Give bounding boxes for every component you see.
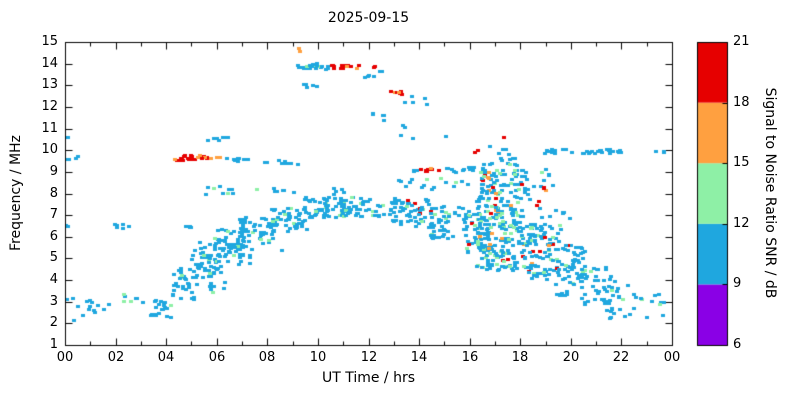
x-tick-label: 00 bbox=[56, 350, 74, 365]
colorbar-tick-label: 21 bbox=[733, 34, 750, 49]
y-tick-label: 11 bbox=[41, 121, 58, 136]
x-tick-label: 22 bbox=[612, 350, 630, 365]
x-tick-label: 12 bbox=[360, 350, 378, 365]
colorbar-tick-label: 15 bbox=[733, 155, 750, 170]
x-tick-label: 16 bbox=[461, 350, 479, 365]
colorbar-tick-label: 12 bbox=[733, 216, 750, 231]
x-tick-label: 04 bbox=[157, 350, 175, 365]
x-tick-label: 10 bbox=[309, 350, 327, 365]
y-tick-label: 5 bbox=[49, 250, 58, 265]
y-tick-label: 10 bbox=[41, 142, 58, 157]
chart-title: 2025-09-15 bbox=[327, 10, 410, 26]
colorbar-tick-label: 9 bbox=[733, 276, 742, 291]
y-tick-label: 4 bbox=[49, 272, 58, 287]
y-tick-label: 14 bbox=[41, 56, 58, 71]
y-tick-label: 9 bbox=[49, 164, 58, 179]
y-tick-label: 8 bbox=[49, 186, 58, 201]
x-tick-label: 06 bbox=[208, 350, 226, 365]
x-tick-label: 02 bbox=[107, 350, 125, 365]
colorbar-tick-label: 18 bbox=[733, 95, 750, 110]
x-tick-label: 14 bbox=[410, 350, 428, 365]
y-tick-label: 2 bbox=[49, 315, 58, 330]
x-axis-label: UT Time / hrs bbox=[321, 370, 416, 386]
x-tick-label: 18 bbox=[511, 350, 529, 365]
y-tick-label: 6 bbox=[49, 229, 58, 244]
y-tick-label: 1 bbox=[49, 337, 58, 352]
x-tick-label: 20 bbox=[562, 350, 580, 365]
colorbar-label: Signal to Noise Ratio SNR / dB bbox=[762, 87, 778, 299]
x-tick-label: 00 bbox=[663, 350, 681, 365]
y-tick-label: 13 bbox=[41, 77, 58, 92]
y-tick-label: 3 bbox=[49, 294, 58, 309]
y-tick-label: 15 bbox=[41, 34, 58, 49]
colorbar-tick-label: 6 bbox=[733, 337, 742, 352]
y-tick-label: 12 bbox=[41, 99, 58, 114]
x-tick-label: 08 bbox=[258, 350, 276, 365]
y-tick-label: 7 bbox=[49, 207, 58, 222]
